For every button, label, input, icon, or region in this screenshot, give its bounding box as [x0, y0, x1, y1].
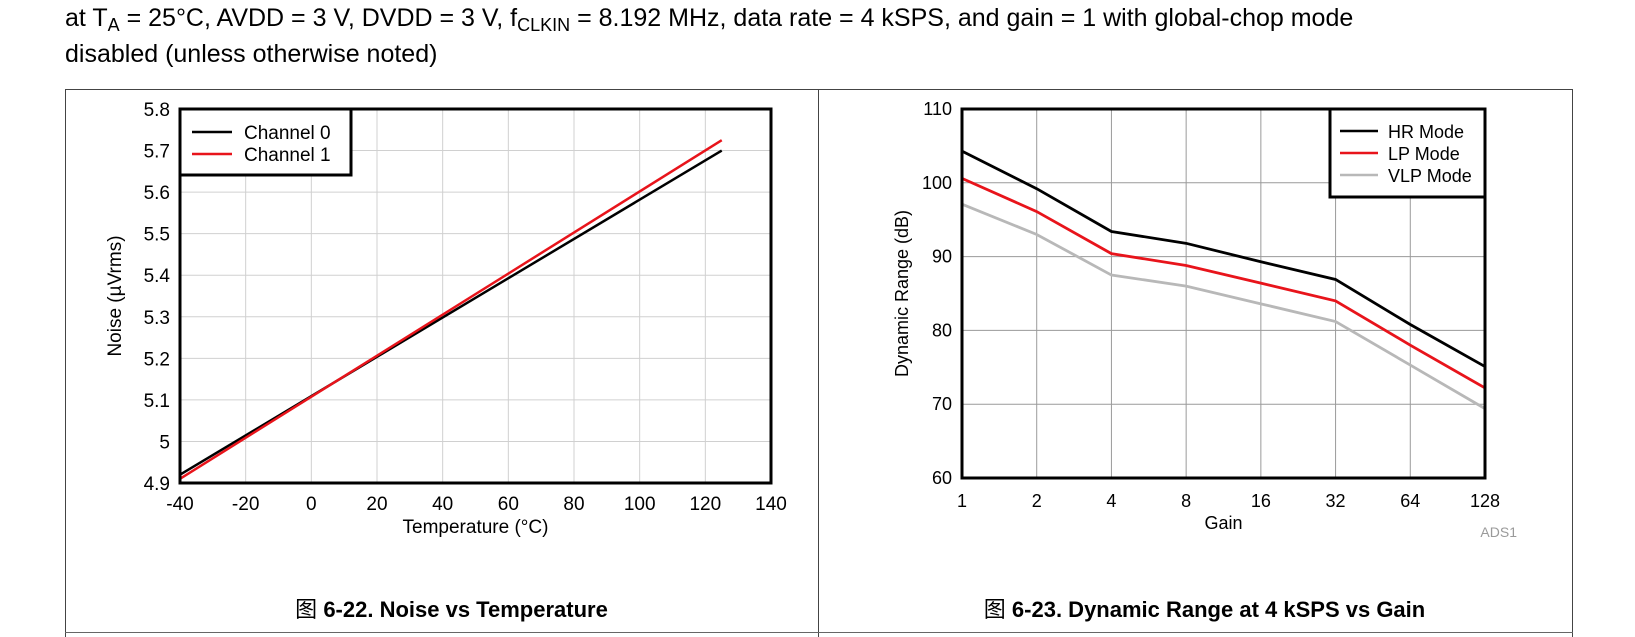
figure-title: 6-22. Noise vs Temperature — [323, 597, 608, 622]
y-tick-label: 5.8 — [144, 100, 170, 121]
x-tick-label: 32 — [1326, 491, 1346, 511]
x-tick-label: 40 — [432, 494, 453, 515]
legend-box — [178, 107, 353, 177]
y-tick-label: 5.1 — [144, 391, 170, 412]
header-text-line2: disabled (unless otherwise noted) — [65, 40, 438, 68]
y-axis-title: Dynamic Range (dB) — [892, 210, 912, 377]
legend-label: LP Mode — [1388, 144, 1460, 164]
x-tick-label: 100 — [624, 494, 656, 515]
legend-label: HR Mode — [1388, 122, 1464, 142]
legend-label: VLP Mode — [1388, 166, 1472, 186]
plot-area-border — [960, 107, 1487, 480]
figure-table-frame — [65, 89, 1573, 637]
y-tick-label: 4.9 — [144, 474, 170, 495]
x-tick-label: -20 — [232, 494, 259, 515]
bottom-rule — [65, 632, 1573, 633]
series-line-channel-0 — [179, 149, 723, 476]
header-text: = 25°C, AVDD = 3 V, DVDD = 3 V, f — [119, 4, 518, 32]
x-tick-label: 20 — [366, 494, 387, 515]
y-tick-label: 5.3 — [144, 308, 170, 329]
figure-prefix: 图 — [295, 597, 318, 622]
x-axis-title: Temperature (°C) — [403, 517, 549, 538]
x-tick-label: 4 — [1106, 491, 1116, 511]
header-text: = 8.192 MHz, data rate = 4 kSPS, and gai… — [570, 4, 1354, 32]
legend-label: Channel 1 — [244, 145, 331, 166]
y-tick-label: 110 — [923, 99, 952, 119]
series-line-lp-mode — [961, 177, 1486, 390]
figure-title: 6-23. Dynamic Range at 4 kSPS vs Gain — [1011, 597, 1426, 622]
x-tick-label: 60 — [498, 494, 519, 515]
series-line-hr-mode — [961, 149, 1486, 368]
y-tick-label: 60 — [932, 468, 952, 488]
x-tick-label: 0 — [306, 494, 317, 515]
x-tick-label: 8 — [1181, 491, 1191, 511]
conditions-header: at TA = 25°C, AVDD = 3 V, DVDD = 3 V, fC… — [65, 0, 1585, 72]
header-subscript: A — [107, 15, 120, 35]
figure-prefix: 图 — [983, 597, 1006, 622]
x-tick-label: 2 — [1032, 491, 1042, 511]
x-tick-label: 120 — [689, 494, 721, 515]
x-tick-label: 128 — [1470, 491, 1500, 511]
x-tick-label: 80 — [563, 494, 584, 515]
y-axis-title: Noise (µVrms) — [105, 235, 126, 356]
x-tick-label: -40 — [166, 494, 193, 515]
x-tick-label: 16 — [1251, 491, 1271, 511]
x-tick-label: 1 — [957, 491, 967, 511]
y-tick-label: 100 — [922, 173, 952, 193]
legend-label: Channel 0 — [244, 123, 331, 144]
y-tick-label: 80 — [932, 320, 952, 340]
y-tick-label: 5.5 — [144, 225, 170, 246]
y-tick-label: 5.7 — [144, 142, 170, 163]
y-tick-label: 90 — [932, 247, 952, 267]
header-text: at T — [65, 4, 108, 32]
y-tick-label: 70 — [932, 394, 952, 414]
x-axis-title: Gain — [1204, 513, 1242, 533]
y-tick-label: 5 — [159, 432, 170, 453]
x-tick-label: 140 — [755, 494, 787, 515]
x-tick-label: 64 — [1400, 491, 1420, 511]
y-tick-label: 5.4 — [144, 266, 171, 287]
figure-caption-6-22: 图 6-22. Noise vs Temperature — [85, 592, 818, 624]
y-tick-label: 5.2 — [144, 349, 170, 370]
header-subscript: CLKIN — [517, 15, 571, 35]
series-line-vlp-mode — [961, 202, 1486, 410]
plot-area-border — [178, 107, 773, 485]
chart-annotation: ADS1 — [1480, 524, 1517, 540]
figure-caption-6-23: 图 6-23. Dynamic Range at 4 kSPS vs Gain — [838, 592, 1571, 624]
series-line-channel-1 — [179, 139, 723, 480]
figure-divider — [818, 89, 819, 637]
y-tick-label: 5.6 — [144, 183, 170, 204]
